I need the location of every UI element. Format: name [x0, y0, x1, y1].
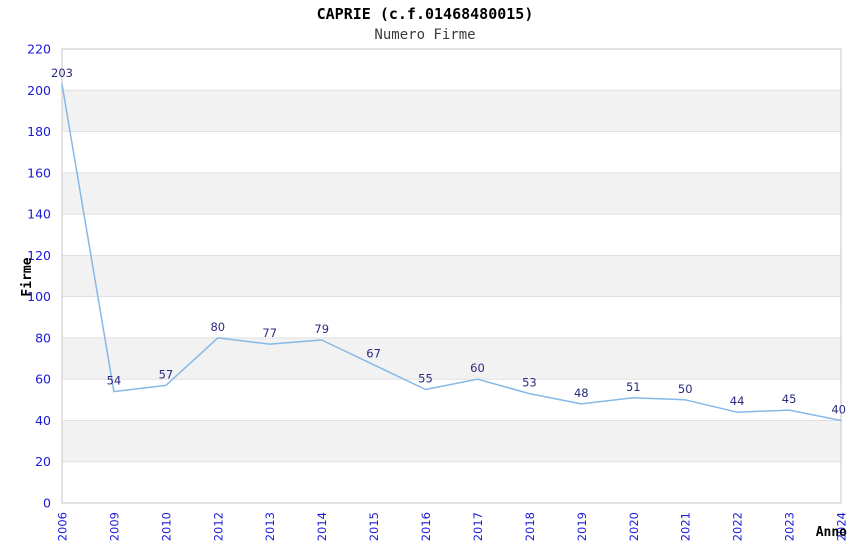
data-label: 79 — [314, 322, 329, 336]
plot-band — [62, 172, 841, 215]
y-tick-label: 80 — [35, 330, 51, 345]
x-tick-label: 2018 — [523, 512, 537, 541]
x-tick-label: 2014 — [315, 512, 329, 541]
x-tick-label: 2013 — [263, 512, 277, 541]
data-label: 203 — [51, 66, 73, 80]
data-label: 44 — [730, 394, 745, 408]
x-tick-label: 2020 — [627, 512, 641, 541]
x-tick-label: 2017 — [471, 512, 485, 541]
x-tick-label: 2015 — [367, 512, 381, 541]
y-tick-label: 0 — [43, 496, 51, 511]
data-label: 45 — [782, 392, 797, 406]
x-tick-label: 2006 — [56, 512, 70, 541]
x-tick-label: 2022 — [731, 512, 745, 541]
data-label: 40 — [831, 403, 846, 417]
data-label: 48 — [574, 386, 589, 400]
y-tick-label: 60 — [35, 372, 51, 387]
y-axis-title: Firme — [20, 257, 35, 296]
y-tick-label: 40 — [35, 413, 51, 428]
data-label: 55 — [418, 372, 433, 386]
data-label: 67 — [366, 347, 381, 361]
plot-border — [61, 48, 842, 504]
plot-band — [62, 337, 841, 380]
data-label: 77 — [262, 326, 277, 340]
y-tick-label: 180 — [27, 124, 51, 139]
y-tick-label: 100 — [27, 289, 51, 304]
x-tick-label: 2024 — [835, 512, 849, 541]
y-tick-label: 220 — [27, 42, 51, 57]
x-tick-label: 2019 — [575, 512, 589, 541]
x-tick-label: 2023 — [783, 512, 797, 541]
data-label: 54 — [107, 374, 122, 388]
plot-band — [62, 420, 841, 462]
data-label: 53 — [522, 376, 537, 390]
data-label: 50 — [678, 382, 693, 396]
y-tick-label: 160 — [27, 165, 51, 180]
plot-band — [62, 255, 841, 297]
chart-subtitle: Numero Firme — [374, 27, 476, 43]
y-tick-label: 120 — [27, 248, 51, 263]
data-label: 51 — [626, 380, 641, 394]
plot-band — [62, 90, 841, 132]
data-line — [61, 83, 842, 422]
x-tick-label: 2012 — [211, 512, 225, 541]
x-tick-label: 2016 — [419, 512, 433, 541]
chart-title: CAPRIE (c.f.01468480015) — [316, 5, 534, 23]
x-tick-label: 2009 — [107, 512, 121, 541]
y-tick-label: 140 — [27, 207, 51, 222]
x-axis-title: Anno — [816, 525, 847, 540]
x-tick-label: 2021 — [679, 512, 693, 541]
data-label: 57 — [159, 367, 174, 381]
y-tick-label: 20 — [35, 454, 51, 469]
x-tick-label: 2010 — [159, 512, 173, 541]
data-label: 60 — [470, 361, 485, 375]
y-tick-label: 200 — [27, 83, 51, 98]
data-label: 80 — [210, 320, 225, 334]
